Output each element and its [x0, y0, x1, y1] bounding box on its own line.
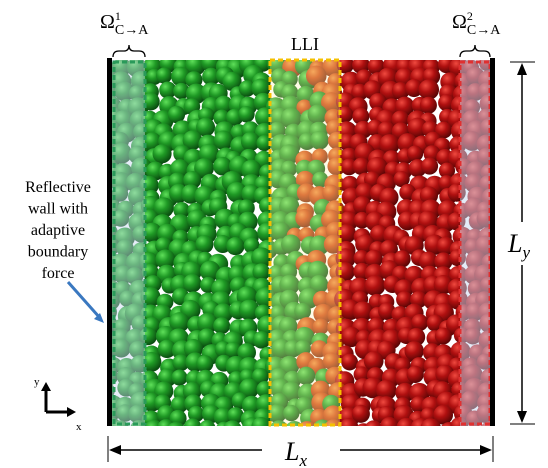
particle: [493, 67, 511, 85]
particle: [365, 275, 386, 296]
particle: [156, 68, 172, 84]
particle: [496, 393, 514, 411]
left-wall: [107, 58, 112, 426]
right-region: [460, 60, 492, 426]
particle: [494, 312, 515, 333]
subscript: C→A: [115, 23, 149, 38]
figure: Ω1C→A Ω2C→A LLI Reflectivewall withadapt…: [0, 0, 548, 468]
omega-left: Ω1C→A: [100, 9, 149, 38]
particle: [497, 171, 513, 187]
particle: [494, 210, 515, 231]
particle: [341, 354, 358, 371]
particle: [494, 124, 513, 143]
omega-right: Ω2C→A: [452, 9, 501, 38]
particle: [213, 317, 230, 334]
particle: [364, 420, 382, 438]
note-arrow: [68, 282, 100, 318]
note-line: Reflective: [25, 179, 91, 196]
particle: [396, 418, 415, 437]
note-line: adaptive: [31, 222, 85, 239]
particle: [166, 422, 187, 443]
particle: [157, 419, 175, 437]
symbol: Ω: [100, 11, 115, 33]
particle: [494, 328, 510, 344]
lx-label: Lx: [284, 437, 307, 468]
axes-lines: [46, 388, 70, 412]
particle: [420, 97, 437, 114]
axis-y-label: y: [34, 376, 40, 388]
particle: [494, 261, 515, 282]
note-line: force: [42, 265, 75, 282]
particle: [196, 355, 213, 372]
particle: [466, 424, 482, 440]
particle: [407, 145, 423, 161]
left-bracket: [113, 45, 145, 57]
subscript: y: [520, 243, 530, 262]
particle: [340, 418, 359, 437]
particle: [494, 278, 515, 299]
right-bracket: [460, 45, 490, 57]
particle: [435, 328, 452, 345]
particle: [494, 200, 510, 216]
wall-note: Reflective wall with adaptive boundary force: [25, 179, 91, 282]
interface-label: LLI: [291, 34, 319, 54]
subscript: x: [298, 451, 307, 468]
particle: [223, 420, 242, 439]
right-wall: [490, 58, 495, 426]
note-line: boundary: [28, 244, 88, 261]
particle: [184, 418, 202, 436]
particle: [238, 106, 254, 122]
symbol: L: [507, 229, 522, 258]
interface-region: [270, 60, 340, 426]
particle: [493, 146, 512, 165]
subscript: C→A: [467, 23, 501, 38]
particle: [420, 418, 441, 439]
axis-x-label: x: [76, 421, 82, 433]
symbol: L: [284, 437, 299, 466]
particle: [199, 420, 215, 436]
particle: [421, 158, 438, 175]
ly-label: Ly: [507, 229, 530, 262]
note-line: wall with: [28, 201, 88, 218]
particle: [407, 366, 424, 383]
particle: [380, 417, 399, 436]
particle: [496, 54, 515, 73]
particle: [251, 417, 270, 436]
superscript: 1: [115, 9, 121, 23]
particle: [226, 237, 244, 255]
particle: [171, 369, 187, 385]
particle: [153, 144, 172, 163]
particle: [495, 98, 512, 115]
superscript: 2: [467, 9, 473, 23]
symbol: Ω: [452, 11, 467, 33]
particle: [493, 83, 512, 102]
